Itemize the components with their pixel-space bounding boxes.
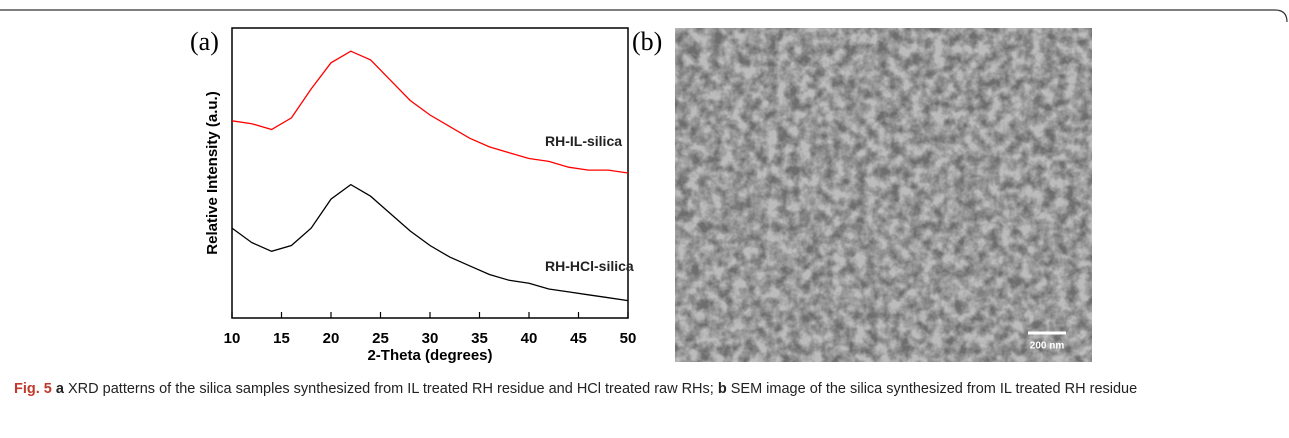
caption-text: XRD patterns of the silica samples synth…	[68, 381, 714, 397]
series-label: RH-IL-silica	[545, 133, 622, 149]
scale-label: 200 nm	[1030, 341, 1065, 352]
plot-frame	[231, 27, 629, 319]
x-tick-label: 35	[471, 330, 488, 347]
caption-text: SEM image of the silica synthesized from…	[730, 381, 1138, 397]
frame	[0, 9, 1288, 23]
sem-texture	[675, 28, 1092, 362]
y-axis-label: Relative Intensity (a.u.)	[204, 91, 221, 254]
x-tick-label: 15	[273, 330, 290, 347]
series-label: RH-HCl-silica	[545, 258, 634, 274]
panel-label: (a)	[190, 27, 219, 56]
part-label: b	[717, 381, 727, 397]
fig-label: Fig. 5	[14, 381, 52, 397]
panel-label: (b)	[632, 27, 662, 56]
x-tick-label: 50	[620, 330, 637, 347]
x-tick-label: 10	[224, 330, 241, 347]
x-tick-label: 30	[422, 330, 439, 347]
sem-image: 200 nm	[675, 28, 1092, 362]
data-line	[231, 183, 629, 302]
x-axis-label: 2-Theta (degrees)	[367, 347, 492, 364]
figure: (a) (b) 2-Theta (degrees) Relative Inten…	[0, 9, 1288, 364]
x-tick-label: 20	[323, 330, 340, 347]
part-label: a	[55, 381, 64, 397]
x-tick-label: 45	[570, 330, 587, 347]
data-line	[231, 50, 629, 174]
x-tick-label: 40	[521, 330, 538, 347]
x-tick-label: 25	[372, 330, 389, 347]
caption: Fig. 5 a XRD patterns of the silica samp…	[14, 378, 1164, 400]
